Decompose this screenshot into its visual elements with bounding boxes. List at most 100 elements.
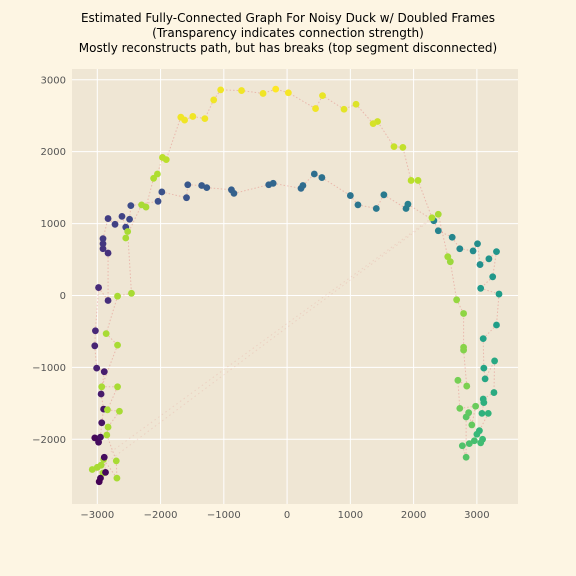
graph-edge [233,184,269,194]
data-point [93,364,101,372]
y-tick-label: −1000 [32,363,66,374]
data-point [158,188,166,196]
data-point [102,468,109,476]
data-point [485,255,493,263]
graph-edge [94,287,100,331]
graph-edge [130,200,159,207]
graph-edge-faint [103,217,433,458]
graph-edge [103,459,118,479]
graph-edge [106,386,119,411]
data-point [407,177,415,184]
data-point [138,201,145,209]
data-point [490,389,498,396]
data-point [104,423,112,431]
graph-edge [495,294,500,326]
data-point [470,437,478,445]
y-tick-label: 2000 [41,147,66,158]
data-point [99,240,107,248]
data-point [230,189,238,197]
graph-edge [99,422,103,438]
data-point [103,431,111,439]
data-point [126,215,133,223]
data-point [414,177,422,184]
graph-edge [449,261,458,300]
data-point [100,453,108,461]
x-tick-label: 0 [284,510,290,521]
graph-edge [94,345,98,369]
data-point [478,410,486,417]
data-point [463,382,471,390]
data-point [310,170,318,178]
data-point [98,419,106,427]
data-point [493,248,500,256]
data-point [284,89,292,97]
graph-edge [302,173,315,186]
data-point [434,227,442,235]
data-point [480,399,488,407]
data-point [454,376,462,384]
data-point [456,404,464,412]
graph-edge [459,405,476,409]
graph-edge [94,330,96,346]
data-point [477,284,485,292]
graph-edge [105,333,118,346]
data-point [474,240,481,248]
data-point [453,296,461,304]
data-point [479,335,487,343]
data-point [95,284,102,291]
data-point [100,368,108,376]
graph-edge [101,344,119,387]
graph-edge [241,90,264,94]
data-point [238,87,245,94]
data-point [177,113,185,121]
chart-title-line-1: Estimated Fully-Connected Graph For Nois… [81,11,495,25]
x-tick-label: 1000 [338,510,363,521]
graph-edge [375,194,385,209]
data-point [390,143,398,151]
chart-title-line-2: (Transparency indicates connection stren… [152,26,424,40]
graph-edge [105,296,119,334]
tick-labels: −3000 −2000 −1000 0 1000 2000 3000 −2000 −1000 0 1… [32,75,489,521]
graph-edge [100,393,105,410]
data-point [428,214,436,222]
graph-edge [383,194,407,209]
data-point [299,182,307,189]
data-point [98,383,106,391]
graph-edge [492,251,497,277]
data-point [201,115,209,123]
y-tick-label: 0 [60,291,66,302]
y-tick-label: 1000 [41,219,66,230]
data-point [189,113,197,120]
chart-title-line-3: Mostly reconstructs path, but has breaks… [79,41,497,55]
data-point [114,292,121,300]
data-point [460,310,467,317]
data-point [127,202,135,210]
data-point [318,174,326,181]
data-point [399,143,407,151]
graph-edge [206,187,232,191]
data-point [159,154,166,161]
data-point [124,228,132,235]
data-point [91,342,99,350]
data-point [114,341,121,349]
data-point [404,200,412,208]
data-point [272,85,280,93]
graph-edge [456,299,465,314]
data-point [113,474,121,482]
points [88,85,503,486]
graph-edge [273,182,302,189]
data-point [465,440,473,448]
data-point [473,430,481,438]
grid [72,69,518,504]
data-point [446,258,454,266]
graph-edge [482,338,485,369]
data-point [477,439,485,447]
data-point [434,210,442,218]
graph-edge [315,95,323,109]
data-point [203,184,211,192]
data-point [495,290,503,298]
data-point [122,234,130,242]
data-point [462,453,470,461]
graph-edge [322,95,345,110]
